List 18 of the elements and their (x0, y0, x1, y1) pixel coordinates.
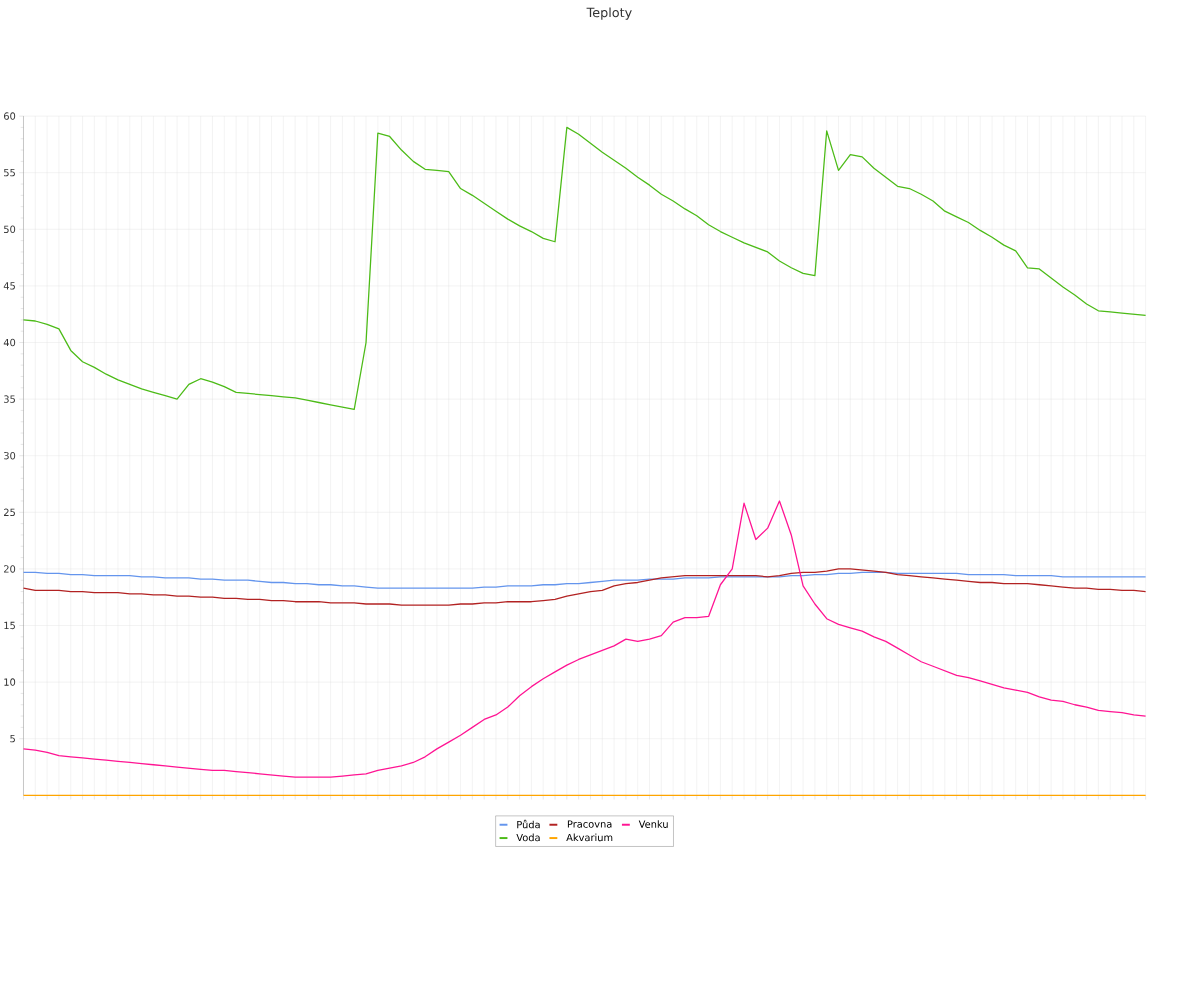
y-tick-label: 25 (4, 508, 15, 516)
y-tick-label: 55 (4, 168, 15, 177)
y-tick-label: 45 (3, 282, 15, 290)
y-tick-label: 5 (10, 734, 15, 743)
legend-label: Venku (638, 820, 668, 828)
y-tick-label: 10 (4, 678, 16, 686)
legend-label: Akvarium (566, 833, 613, 842)
y-tick-label: 50 (4, 225, 16, 233)
legend-label: Půda (517, 819, 540, 829)
chart-title: Teploty (586, 7, 632, 20)
y-tick-label: 40 (3, 338, 16, 347)
y-tick-label: 35 (4, 395, 15, 403)
y-tick-label: 30 (4, 451, 16, 460)
legend-label: Voda (516, 833, 540, 842)
y-tick-label: 20 (4, 565, 16, 573)
legend-label: Pracovna (567, 820, 612, 828)
y-tick-label: 15 (4, 621, 15, 629)
y-tick-label: 60 (3, 112, 16, 120)
